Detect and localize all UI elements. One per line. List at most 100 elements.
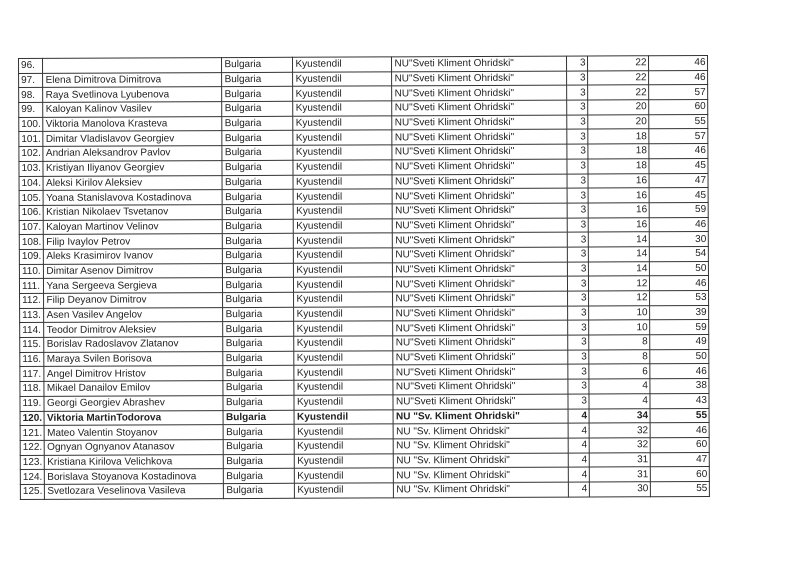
cell-no: 99. <box>18 102 44 118</box>
cell-score: 32 <box>589 437 651 453</box>
cell-score: 20 <box>588 114 650 130</box>
cell-school: NU"Sveti Kliment Ohridski" <box>392 114 568 131</box>
cell-name: Kristian Nikolaev Tsvetanov <box>43 204 223 220</box>
cell-name: Mikael Danailov Emilov <box>44 380 224 397</box>
cell-school: NU"Sveti Kliment Ohridski" <box>392 247 568 263</box>
cell-points: 45 <box>649 158 709 174</box>
cell-city: Kyustendil <box>292 56 393 72</box>
cell-country: Bulgaria <box>222 233 294 249</box>
cell-no: 101. <box>18 131 44 147</box>
cell-score: 8 <box>589 349 651 365</box>
cell-no: 103. <box>18 161 44 176</box>
cell-city: Kyustendil <box>293 247 393 263</box>
cell-country: Bulgaria <box>222 101 294 117</box>
cell-score: 14 <box>588 246 650 262</box>
cell-school: NU"Sveti Kliment Ohridski" <box>391 56 568 72</box>
cell-name: Maraya Svilen Borisova <box>44 351 224 367</box>
cell-grade: 3 <box>567 100 589 115</box>
results-table: 96. Bulgaria Kyustendil NU"Sveti Kliment Oh… <box>18 55 710 500</box>
cell-grade: 4 <box>568 452 590 468</box>
cell-country: Bulgaria <box>222 160 294 176</box>
cell-country: Bulgaria <box>223 453 295 469</box>
cell-points: 60 <box>649 99 709 115</box>
cell-name: Teodor Dimitrov Aleksiev <box>44 321 224 338</box>
cell-school: NU"Sveti Kliment Ohridski" <box>392 85 568 101</box>
cell-grade: 3 <box>567 158 589 174</box>
cell-name: Raya Svetlinova Lyubenova <box>43 86 223 103</box>
cell-school: NU"Sveti Kliment Ohridski" <box>392 202 568 219</box>
cell-name <box>42 57 223 74</box>
cell-country: Bulgaria <box>223 336 295 352</box>
cell-school: NU"Sveti Kliment Ohridski" <box>392 261 568 278</box>
cell-score: 31 <box>589 452 651 468</box>
cell-grade: 3 <box>568 320 590 336</box>
cell-points: 55 <box>650 407 710 423</box>
cell-grade: 3 <box>567 144 589 159</box>
cell-grade: 3 <box>567 276 589 292</box>
cell-school: NU"Sveti Kliment Ohridski" <box>393 349 569 366</box>
cell-country: Bulgaria <box>223 395 295 411</box>
cell-city: Kyustendil <box>293 159 393 175</box>
cell-grade: 3 <box>568 305 590 321</box>
table-row: 125. Svetlozara Veselinova Vasileva Bulgar… <box>20 481 710 500</box>
cell-grade: 3 <box>567 173 589 189</box>
cell-school: NU "Sv. Kliment Ohridski" <box>393 408 569 425</box>
cell-school: NU"Sveti Kliment Ohridski" <box>392 70 568 87</box>
cell-country: Bulgaria <box>223 468 295 484</box>
cell-city: Kyustendil <box>294 321 394 337</box>
cell-no: 116. <box>19 352 45 367</box>
cell-points: 57 <box>649 84 709 100</box>
cell-school: NU "Sv. Kliment Ohridski" <box>393 467 569 483</box>
cell-city: Kyustendil <box>293 174 393 190</box>
cell-no: 102. <box>18 146 44 162</box>
cell-no: 104. <box>19 175 44 191</box>
cell-no: 114. <box>19 322 45 338</box>
cell-country: Bulgaria <box>223 380 295 396</box>
cell-name: Aleks Krasimirov Ivanov <box>43 248 223 265</box>
cell-country: Bulgaria <box>223 424 295 440</box>
cell-name: Yana Sergeeva Sergieva <box>43 277 223 294</box>
cell-name: Andrian Aleksandrov Pavlov <box>43 145 223 162</box>
cell-score: 10 <box>589 320 651 336</box>
cell-country: Bulgaria <box>223 365 295 381</box>
cell-score: 32 <box>589 422 651 438</box>
cell-no: 117. <box>19 366 45 382</box>
cell-city: Kyustendil <box>294 365 394 381</box>
cell-score: 16 <box>588 173 650 189</box>
cell-no: 122. <box>20 440 45 456</box>
cell-points: 60 <box>650 437 710 453</box>
cell-city: Kyustendil <box>294 438 394 454</box>
cell-score: 16 <box>588 187 650 203</box>
cell-city: Kyustendil <box>293 291 394 307</box>
cell-points: 46 <box>648 55 709 71</box>
cell-grade: 4 <box>568 467 590 483</box>
cell-name: Kaloyan Martinov Velinov <box>43 219 223 235</box>
cell-score: 16 <box>588 217 650 233</box>
cell-school: NU"Sveti Kliment Ohridski" <box>393 379 569 395</box>
cell-country: Bulgaria <box>222 86 294 102</box>
cell-no: 124. <box>20 469 45 485</box>
cell-country: Bulgaria <box>222 145 294 161</box>
cell-city: Kyustendil <box>293 262 393 278</box>
cell-no: 107. <box>19 219 44 235</box>
cell-country: Bulgaria <box>221 57 294 73</box>
cell-name: Georgi Georgiev Abrashev <box>44 395 224 411</box>
cell-grade: 3 <box>567 114 589 130</box>
cell-no: 115. <box>19 337 45 353</box>
cell-no: 100. <box>18 117 44 132</box>
cell-grade: 3 <box>567 232 589 248</box>
cell-city: Kyustendil <box>293 218 393 234</box>
cell-grade: 3 <box>567 85 589 101</box>
cell-name: Borislav Radoslavov Zlatanov <box>44 336 224 353</box>
cell-score: 18 <box>588 143 650 159</box>
cell-score: 22 <box>588 70 650 86</box>
cell-name: Filip Ivaylov Petrov <box>43 233 223 250</box>
cell-grade: 3 <box>568 364 590 380</box>
cell-no: 121. <box>20 425 45 441</box>
cell-name: Svetlozara Veselinova Vasileva <box>44 483 224 500</box>
cell-points: 50 <box>649 261 709 277</box>
cell-city: Kyustendil <box>294 468 394 484</box>
cell-name: Ognyan Ognyanov Atanasov <box>44 439 224 455</box>
cell-city: Kyustendil <box>293 130 393 146</box>
cell-city: Kyustendil <box>293 277 393 293</box>
